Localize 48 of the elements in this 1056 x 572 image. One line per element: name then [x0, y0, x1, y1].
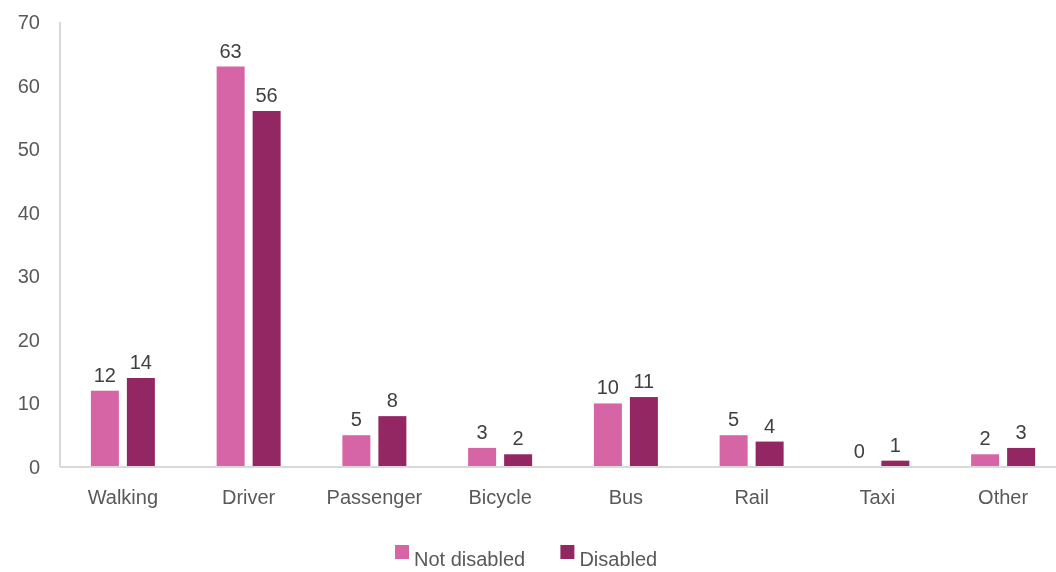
data-label: 12 — [93, 363, 116, 386]
x-tick-label: Driver — [221, 486, 276, 508]
bar — [126, 378, 155, 467]
data-label: 11 — [633, 370, 655, 393]
data-label: 3 — [476, 420, 488, 443]
bar — [629, 397, 658, 467]
bar — [971, 454, 1000, 467]
bar — [252, 111, 281, 467]
bar — [342, 435, 371, 467]
data-label: 63 — [219, 39, 242, 62]
y-tick-label: 30 — [17, 265, 40, 288]
data-label: 0 — [853, 440, 865, 462]
data-label: 4 — [764, 414, 776, 437]
data-label: 10 — [596, 376, 619, 399]
y-tick-label: 0 — [28, 456, 40, 478]
bar — [593, 403, 622, 467]
y-tick-label: 20 — [17, 328, 40, 351]
bar — [90, 390, 119, 467]
data-label: 2 — [512, 427, 524, 450]
bar — [504, 454, 533, 467]
data-label: 5 — [728, 408, 740, 431]
x-tick-label: Taxi — [859, 486, 896, 508]
bar — [216, 66, 245, 467]
y-tick-label: 40 — [17, 201, 40, 224]
y-tick-label: 50 — [17, 138, 40, 161]
data-label: 2 — [979, 427, 991, 450]
legend-label: Not disabled — [414, 548, 526, 570]
y-tick-label: 10 — [17, 392, 40, 415]
bar — [468, 447, 497, 467]
y-tick-label: 70 — [17, 11, 40, 33]
x-tick-label: Passenger — [326, 486, 423, 508]
x-tick-label: Bus — [608, 486, 644, 508]
x-tick-label: Bicycle — [468, 486, 532, 508]
bar — [378, 416, 407, 467]
y-tick-label: 60 — [17, 74, 40, 97]
x-tick-label: Walking — [87, 486, 159, 508]
data-label: 8 — [386, 389, 398, 412]
data-label: 14 — [129, 351, 152, 373]
data-label: 3 — [1015, 420, 1027, 443]
data-label: 1 — [889, 433, 901, 456]
data-label: 5 — [350, 408, 362, 431]
data-label: 56 — [255, 84, 278, 106]
x-tick-label: Other — [978, 486, 1029, 508]
x-tick-label: Rail — [734, 486, 769, 508]
bar — [719, 435, 748, 467]
bar — [755, 441, 784, 467]
legend-label: Disabled — [579, 548, 658, 570]
bar — [1007, 447, 1036, 467]
